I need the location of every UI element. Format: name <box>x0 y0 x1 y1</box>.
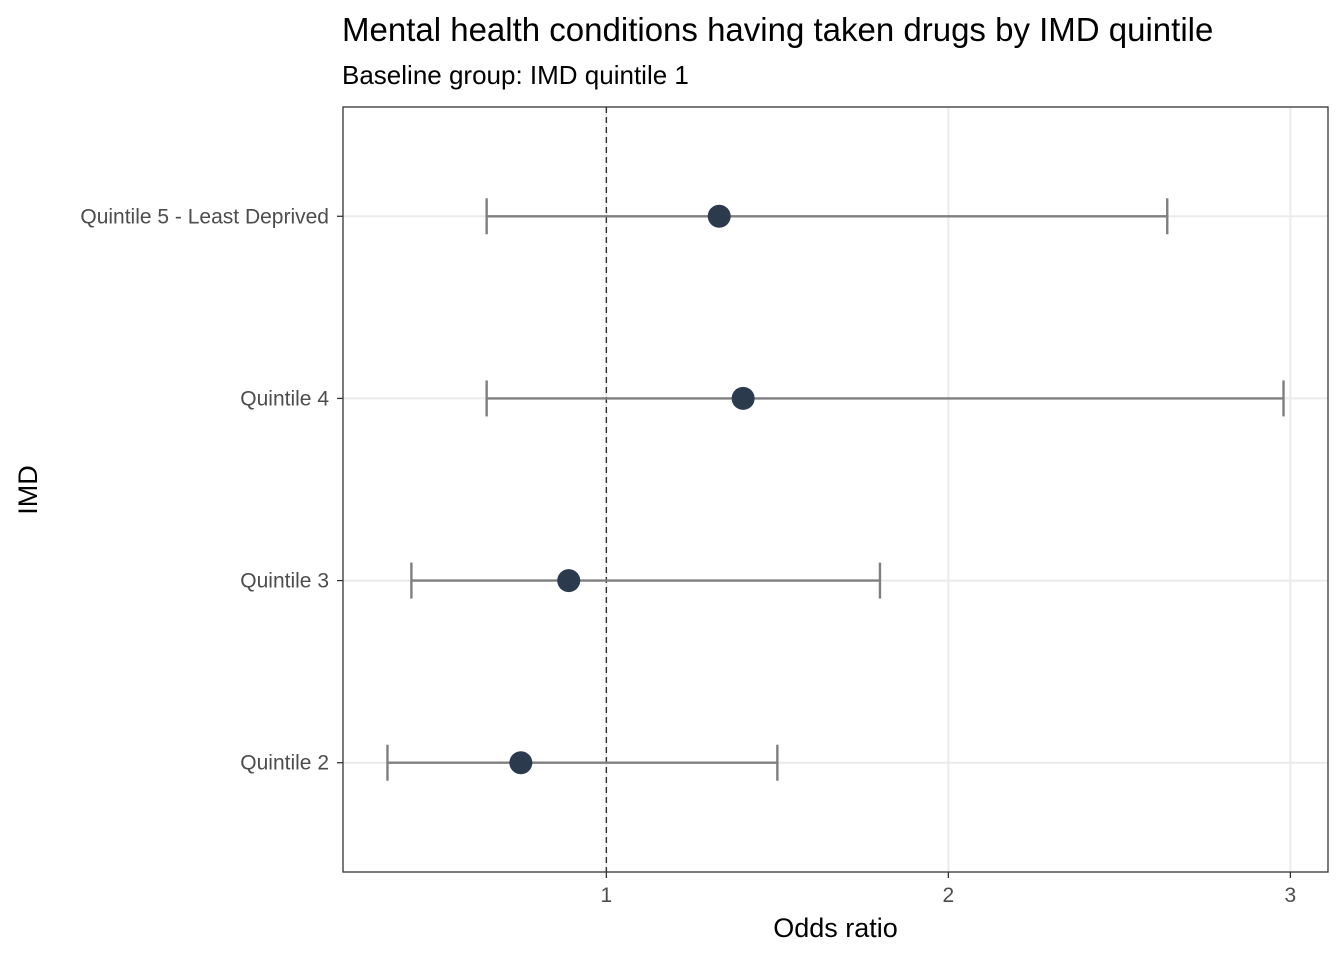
y-tick-label: Quintile 3 <box>240 570 329 593</box>
estimate-points <box>509 204 755 775</box>
chart-subtitle: Baseline group: IMD quintile 1 <box>342 60 689 90</box>
x-axis-title: Odds ratio <box>773 913 898 943</box>
grid-lines <box>343 107 1328 872</box>
y-tick-label: Quintile 2 <box>240 752 329 775</box>
error-bar <box>410 562 882 599</box>
y-tick-label: Quintile 4 <box>240 387 329 410</box>
error-bar <box>386 744 779 781</box>
y-axis-title: IMD <box>13 465 43 515</box>
panel-border <box>342 106 1329 873</box>
axes: 1 2 3 Quintile 2 Quintile 3 Quintile 4 Quintil… <box>80 205 1296 907</box>
estimate-point <box>557 569 581 593</box>
x-tick-label: 2 <box>943 884 955 907</box>
error-bar <box>485 380 1285 417</box>
x-tick-label: 3 <box>1285 884 1297 907</box>
x-tick-label: 1 <box>601 884 613 907</box>
estimate-point <box>731 386 755 410</box>
estimate-point <box>707 204 731 228</box>
error-bars <box>386 198 1285 781</box>
chart-title: Mental health conditions having taken dr… <box>342 11 1213 48</box>
error-bar <box>485 198 1169 235</box>
estimate-point <box>509 751 533 775</box>
y-tick-label: Quintile 5 - Least Deprived <box>80 205 329 228</box>
